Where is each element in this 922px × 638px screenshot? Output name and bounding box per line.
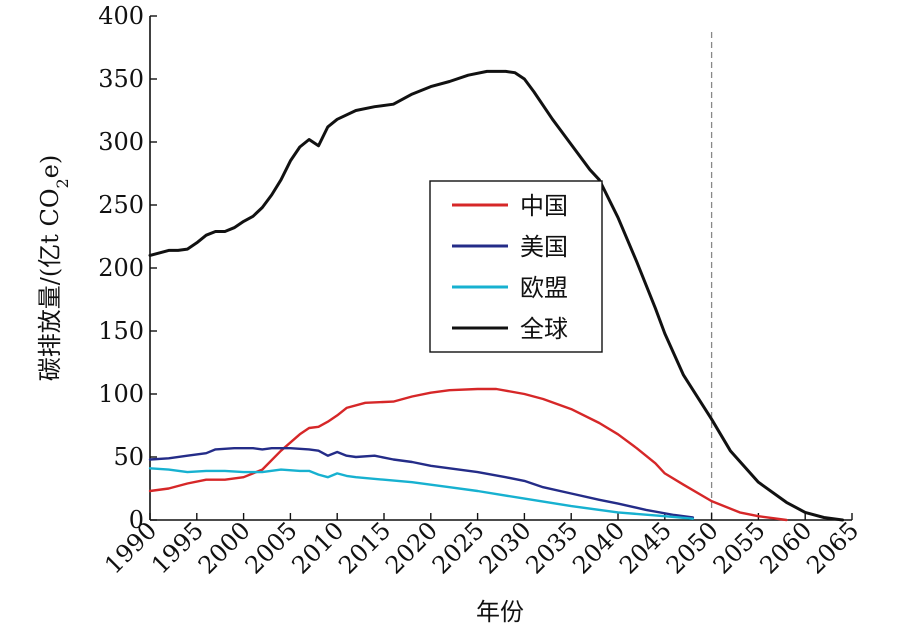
- x-ticks: 1990199520002005201020152020202520302035…: [99, 513, 864, 579]
- x-tick-label: 2045: [614, 516, 677, 579]
- x-tick-label: 2055: [708, 516, 771, 579]
- legend-box: [429, 180, 603, 353]
- y-tick-label: 400: [98, 2, 144, 30]
- y-axis-title-main: 碳排放量/(亿t CO: [36, 189, 64, 382]
- x-tick-label: 2065: [801, 516, 864, 579]
- x-tick-label: 2010: [286, 516, 349, 579]
- y-tick-label: 200: [98, 254, 144, 282]
- x-tick-label: 2050: [661, 516, 724, 579]
- y-tick-label: 0: [129, 506, 144, 534]
- series-line-1: [148, 447, 695, 519]
- y-axis-title: 碳排放量/(亿t CO2e): [36, 155, 72, 382]
- y-tick-label: 250: [98, 191, 144, 219]
- series-line-0: [148, 387, 788, 522]
- y-tick-label: 100: [98, 380, 144, 408]
- x-tick-label: 2025: [427, 516, 490, 579]
- x-tick-label: 2020: [380, 516, 443, 579]
- y-axis-title-tail: e): [36, 155, 64, 179]
- x-tick-label: 2035: [520, 516, 583, 579]
- y-tick-label: 300: [98, 128, 144, 156]
- series-line-3: [148, 69, 845, 522]
- y-tick-label: 50: [113, 443, 144, 471]
- y-tick-label: 150: [98, 317, 144, 345]
- x-tick-label: 2030: [474, 516, 537, 579]
- x-axis-title: 年份: [476, 598, 524, 626]
- series-line-2: [148, 467, 695, 520]
- series-lines: [148, 69, 845, 522]
- y-tick-label: 350: [98, 65, 144, 93]
- x-tick-label: 2015: [333, 516, 396, 579]
- legend-label: 欧盟: [520, 274, 568, 302]
- x-tick-label: 2060: [754, 516, 817, 579]
- legend-label: 中国: [520, 192, 568, 220]
- legend-label: 美国: [520, 233, 568, 261]
- x-tick-label: 1995: [146, 516, 209, 579]
- x-tick-label: 2040: [567, 516, 630, 579]
- x-tick-label: 2005: [240, 516, 303, 579]
- x-tick-label: 2000: [193, 516, 256, 579]
- y-axis-title-subscript: 2: [53, 178, 72, 188]
- legend-label: 全球: [520, 315, 568, 343]
- y-ticks: 0 50 100 150 200 250 300 350 400: [98, 2, 157, 534]
